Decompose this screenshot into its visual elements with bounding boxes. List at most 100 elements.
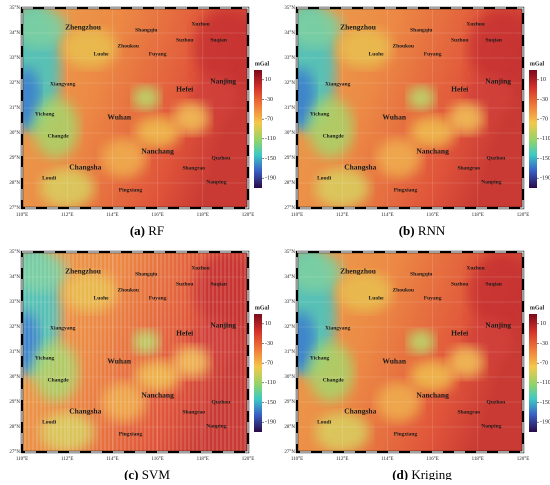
map-image [297, 252, 523, 452]
city-label: Quzhou [212, 399, 231, 405]
city-label: Zhoukou [118, 43, 139, 49]
colorbar-tick-label: 10 [265, 77, 271, 83]
caption-label: (a) [130, 223, 145, 238]
colorbar-tick-label: -30 [265, 341, 273, 347]
city-label: Wuhan [107, 113, 131, 122]
city-label: Suzhou [451, 281, 468, 287]
city-label: Shangrao [182, 165, 205, 171]
lon-tick-label: 120°E [242, 213, 255, 218]
lon-tick-label: 118°E [197, 213, 209, 218]
city-label: Nanjing [485, 77, 511, 86]
anomaly-region [410, 116, 456, 148]
city-label: Changde [323, 377, 345, 383]
colorbar-tick-label: -110 [540, 136, 550, 142]
city-label: Xuzhou [466, 21, 484, 27]
anomaly-region [33, 98, 79, 158]
lat-tick-label: 35°N [9, 250, 20, 255]
colorbar-tick-label: -190 [265, 420, 276, 426]
lat-tick-label: 29°N [9, 400, 20, 405]
lat-tick-label: 34°N [9, 275, 20, 280]
city-label: Suzhou [176, 281, 193, 287]
lat-tick-label: 33°N [9, 300, 20, 305]
lon-tick-label: 120°E [242, 457, 255, 462]
city-label: Nanjing [485, 321, 511, 330]
lat-tick-label: 29°N [284, 400, 295, 405]
lon-tick-label: 116°E [151, 213, 163, 218]
city-label: Yichang [310, 355, 330, 361]
caption-method: RF [148, 223, 164, 238]
map-frame-dash [21, 7, 249, 209]
lon-tick-label: 112°E [61, 457, 73, 462]
city-label: Wuhan [382, 113, 406, 122]
lat-tick-label: 32°N [9, 81, 20, 86]
city-label: Quzhou [212, 155, 231, 161]
map-image [22, 8, 248, 208]
colorbar-tick-label: -110 [265, 136, 276, 142]
city-label: Zhoukou [393, 43, 414, 49]
colorbar-tick-label: -150 [265, 400, 276, 406]
colorbar-tick-label: -190 [540, 176, 550, 182]
lon-tick-label: 112°E [336, 213, 348, 218]
city-label: Pingxiang [394, 187, 418, 193]
city-label: Yichang [310, 111, 330, 117]
city-label: Loudi [42, 175, 57, 181]
anomaly-region [193, 8, 248, 88]
caption: (d) Kriging [392, 467, 452, 480]
texture [22, 252, 248, 452]
city-label: Nanjing [210, 321, 236, 330]
city-label: Changsha [344, 407, 376, 416]
city-label: Shangrao [457, 409, 480, 415]
colorbar [254, 70, 262, 188]
lon-tick-label: 118°E [472, 457, 484, 462]
lat-tick-label: 28°N [9, 425, 20, 430]
map-image [297, 8, 523, 208]
lon-tick-label: 112°E [336, 457, 348, 462]
city-label: Hefei [176, 85, 193, 94]
caption-label: (d) [392, 467, 408, 480]
city-label: Nanchang [416, 391, 449, 400]
lat-tick-label: 30°N [9, 375, 20, 380]
city-label: Changsha [344, 163, 376, 172]
city-label: Nanchang [141, 391, 174, 400]
colorbar-unit: mGal [255, 61, 270, 67]
lon-tick-label: 120°E [517, 213, 530, 218]
colorbar [529, 314, 537, 432]
city-label: Shangqiu [135, 271, 157, 277]
lat-tick-label: 32°N [284, 325, 295, 330]
colorbar-tick-label: 10 [540, 321, 546, 327]
lat-tick-label: 27°N [284, 206, 295, 211]
city-label: Luohe [94, 51, 110, 57]
caption-label: (c) [124, 467, 138, 480]
city-label: Nanping [206, 423, 226, 429]
anomaly-region [40, 168, 95, 208]
city-label: Xuzhou [191, 21, 209, 27]
anomaly-region [315, 412, 370, 452]
lat-tick-label: 34°N [284, 275, 295, 280]
caption-method: RNN [418, 223, 446, 238]
city-label: Zhengzhou [65, 23, 101, 32]
anomaly-region [308, 98, 354, 158]
colorbar-tick-label: -150 [540, 400, 550, 406]
city-label: Shangrao [182, 409, 205, 415]
city-label: Nanchang [141, 147, 174, 156]
colorbar-tick-label: -70 [540, 361, 548, 367]
colorbar-tick-label: 10 [265, 321, 271, 327]
map-frame-dash [296, 251, 524, 453]
city-label: Changde [48, 377, 70, 383]
city-label: Nanchang [416, 147, 449, 156]
lon-tick-label: 110°E [291, 213, 303, 218]
lon-tick-label: 116°E [426, 457, 438, 462]
anomaly-region [407, 330, 435, 354]
map-panel: 27°N 28°N 29°N 30°N 31°N 32°N 33°N 34°N 35°N 110°… [284, 250, 550, 482]
colorbar-tick-label: -70 [540, 117, 548, 123]
colorbar-tick-label: -190 [265, 176, 276, 182]
city-label: Loudi [42, 419, 57, 425]
lon-tick-label: 110°E [16, 213, 28, 218]
lon-tick-label: 112°E [61, 213, 73, 218]
lat-tick-label: 35°N [284, 6, 295, 11]
colorbar-tick-label: -30 [540, 341, 548, 347]
anomaly-region [308, 342, 354, 402]
colorbar-tick-label: -110 [265, 380, 276, 386]
lon-tick-label: 114°E [381, 213, 393, 218]
city-label: Pingxiang [119, 187, 143, 193]
